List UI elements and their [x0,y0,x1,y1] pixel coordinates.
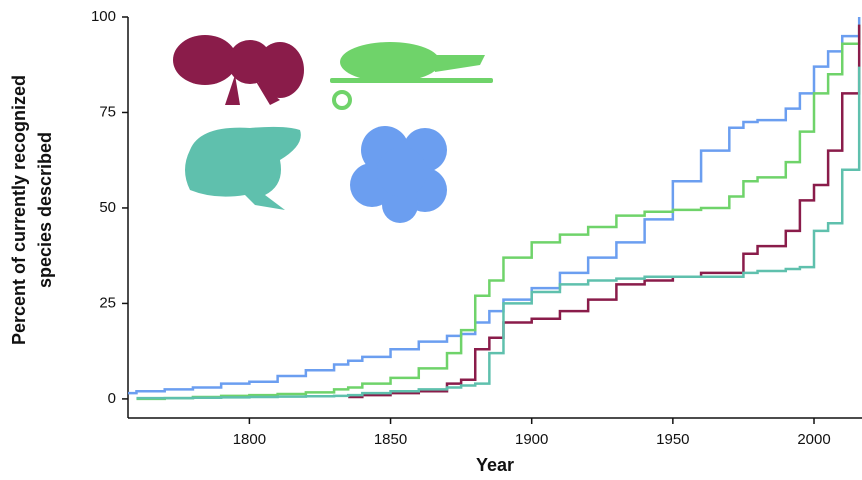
series-line [136,24,861,401]
chameleon-icon [330,42,493,110]
x-tick-label: 1800 [233,431,266,448]
y-tick-label: 0 [108,390,116,407]
y-tick-label: 75 [99,103,116,120]
y-tick-label: 25 [99,294,116,311]
x-axis-label: Year [476,455,514,475]
frog-icon [185,126,301,210]
y-tick-label: 50 [99,199,116,216]
x-tick-label: 1900 [515,431,548,448]
series-line [348,24,861,399]
insect-icon [173,35,304,105]
flower-icon [350,126,447,223]
series-line [136,66,861,400]
y-axis-label: species described [35,132,55,288]
x-tick-label: 2000 [797,431,830,448]
x-tick-label: 1850 [374,431,407,448]
y-tick-label: 100 [91,8,116,25]
y-axis-label: Percent of currently recognized [9,75,29,345]
icons [173,35,493,223]
x-tick-label: 1950 [656,431,689,448]
